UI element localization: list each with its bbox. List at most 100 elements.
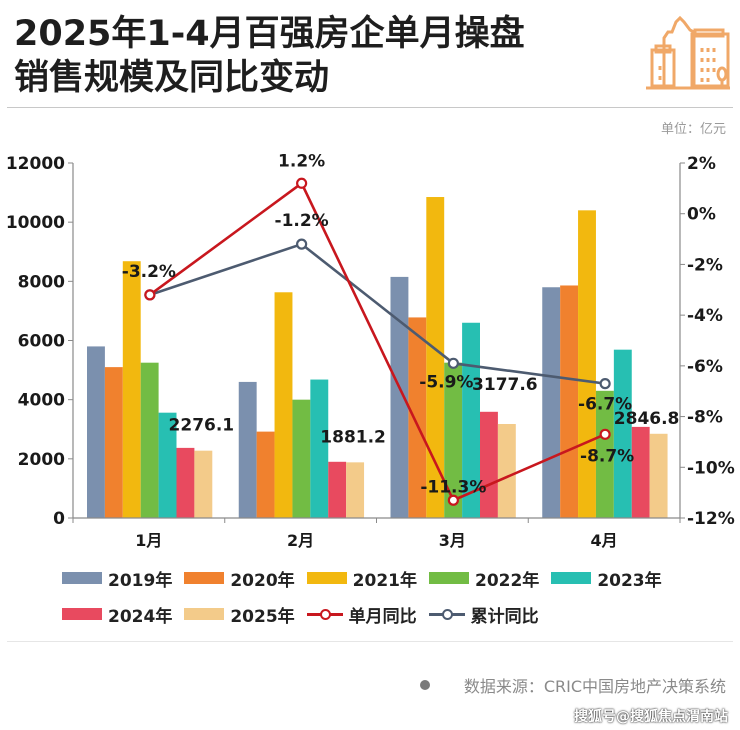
data-source: 数据来源：CRIC中国房地产决策系统 <box>419 673 726 697</box>
line-累计同比 <box>149 242 606 385</box>
legend: 2019年 2020年 2021年 2022年 2023年 2024年 2025… <box>62 560 702 632</box>
bar-2021年-4月 <box>578 210 596 519</box>
unit-label: 单位：亿元 <box>660 122 726 137</box>
city-buildings-icon <box>642 8 732 93</box>
title-line-2: 销售规模及同比变动 <box>14 58 330 98</box>
left-axis-tick-label: 8000 <box>18 272 65 292</box>
legend-item-2023: 2023年 <box>551 566 662 591</box>
bar-2023年-1月 <box>158 412 177 518</box>
marker-累计同比 <box>599 378 611 390</box>
legend-item-2019: 2019年 <box>62 566 172 591</box>
legend-label: 2020年 <box>230 570 295 591</box>
bar-2024年-3月 <box>480 411 498 518</box>
x-axis-category-label: 4月 <box>591 531 618 550</box>
bar-2020年-1月 <box>104 367 123 518</box>
bar-2022年-3月 <box>444 362 463 518</box>
legend-swatch <box>184 608 225 620</box>
right-axis-tick-label: 2% <box>687 154 716 174</box>
marker-单月同比 <box>296 177 308 189</box>
right-axis-tick-label: -10% <box>687 458 735 478</box>
legend-swatch <box>184 572 225 584</box>
left-axis-tick-label: 12000 <box>6 154 65 174</box>
legend-item-2024: 2024年 <box>62 602 172 627</box>
bar-2019年-2月 <box>238 381 257 518</box>
bar-2021年-1月 <box>122 261 141 518</box>
marker-单月同比 <box>599 428 611 440</box>
bar-2021年-3月 <box>426 197 445 519</box>
bar-2019年-3月 <box>390 276 409 518</box>
bar-2022年-2月 <box>292 399 311 518</box>
x-axis-category-label: 1月 <box>135 531 162 550</box>
legend-item-cumulative-yoy: 累计同比 <box>428 602 539 627</box>
bar-2024年-1月 <box>176 447 195 518</box>
x-axis-category-label: 2月 <box>287 531 314 550</box>
bar-2024年-4月 <box>631 426 650 518</box>
bar-2023年-4月 <box>613 349 632 518</box>
legend-swatch <box>306 572 347 584</box>
left-axis-tick-label: 2000 <box>18 450 65 470</box>
right-axis-tick-label: -6% <box>687 357 723 377</box>
bar-2020年-2月 <box>256 431 275 518</box>
legend-item-2020: 2020年 <box>184 566 295 591</box>
footer-divider <box>7 641 733 642</box>
chart-area: 0 2000 4000 6000 8000 10000 12000 2% 0% -2% -4% -6%… <box>6 151 735 550</box>
right-axis-tick-label: -4% <box>687 306 723 326</box>
bar-2021年-2月 <box>274 292 293 518</box>
legend-item-2022: 2022年 <box>428 566 539 591</box>
bar-2025年-2月 <box>346 462 365 518</box>
bar-2020年-4月 <box>560 285 579 518</box>
bar-value-label: 2846.8 <box>614 409 680 429</box>
chart-title: 2025年1-4月百强房企单月操盘 销售规模及同比变动 <box>14 12 525 100</box>
marker-单月同比 <box>447 494 459 506</box>
line-单月同比 <box>149 181 606 502</box>
bullet-icon <box>419 680 430 690</box>
line-value-label: -11.3% <box>420 477 486 497</box>
line-value-label: -3.2% <box>122 262 176 282</box>
legend-label: 2021年 <box>352 570 417 591</box>
right-axis-tick-label: -8% <box>687 408 723 428</box>
bar-2019年-4月 <box>542 287 561 518</box>
legend-swatch <box>62 608 102 620</box>
legend-item-monthly-yoy: 单月同比 <box>306 602 417 627</box>
watermark: 搜狐号@搜狐焦点渭南站 <box>574 709 728 725</box>
legend-label: 2025年 <box>230 606 295 627</box>
legend-label: 2024年 <box>108 606 173 627</box>
legend-line-marker-icon <box>428 607 465 621</box>
bar-2023年-2月 <box>310 379 329 518</box>
left-axis-tick-label: 0 <box>53 509 65 529</box>
data-source-text: 数据来源：CRIC中国房地产决策系统 <box>463 677 726 696</box>
bar-2024年-2月 <box>328 461 347 518</box>
legend-swatch <box>551 572 592 584</box>
bar-2023年-3月 <box>462 322 480 518</box>
left-axis-tick-label: 4000 <box>18 391 65 411</box>
bar-2025年-4月 <box>649 433 668 518</box>
line-value-label: 1.2% <box>278 151 325 171</box>
legend-label: 2019年 <box>108 570 173 591</box>
bar-value-label: 3177.6 <box>472 375 538 395</box>
bar-value-label: 1881.2 <box>320 427 386 447</box>
bar-2025年-1月 <box>194 450 213 518</box>
legend-label: 单月同比 <box>348 606 417 627</box>
line-value-label: -1.2% <box>275 211 329 231</box>
legend-item-2025: 2025年 <box>184 602 295 627</box>
bar-2025年-3月 <box>497 423 516 518</box>
marker-累计同比 <box>447 357 459 369</box>
legend-label: 累计同比 <box>470 606 539 627</box>
left-axis-tick-label: 10000 <box>6 213 65 233</box>
x-axis-category-label: 3月 <box>439 531 466 550</box>
left-axis-tick-label: 6000 <box>18 332 65 352</box>
legend-swatch <box>428 572 469 584</box>
bar-value-label: 2276.1 <box>169 416 235 436</box>
line-value-label: -6.7% <box>578 395 632 415</box>
bar-2022年-4月 <box>595 390 614 518</box>
bar-2020年-3月 <box>408 317 427 518</box>
right-axis-tick-label: -2% <box>687 255 723 275</box>
line-value-label: -5.9% <box>419 372 473 392</box>
legend-line-marker-icon <box>306 607 343 621</box>
marker-单月同比 <box>144 289 156 301</box>
bar-2022年-1月 <box>140 362 159 518</box>
legend-swatch <box>62 572 102 584</box>
line-value-label: -8.7% <box>580 446 634 466</box>
bar-2019年-1月 <box>87 346 105 518</box>
legend-label: 2023年 <box>597 570 662 591</box>
